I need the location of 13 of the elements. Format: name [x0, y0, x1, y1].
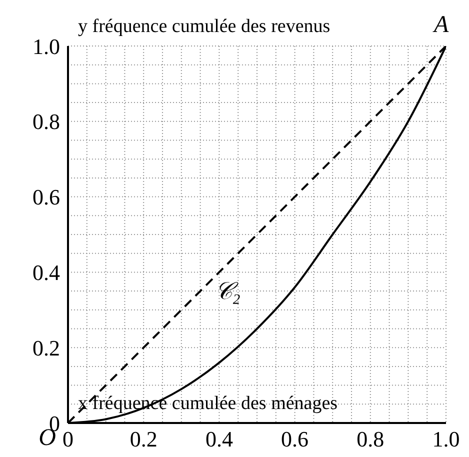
y-tick-label: 0.6 [32, 184, 60, 210]
y-tick-label: 0.2 [32, 335, 60, 360]
y-tick-label: 0.4 [32, 260, 60, 286]
x-tick-label: 0.6 [281, 426, 309, 452]
y-tick-label: 1.0 [32, 34, 60, 59]
annotation: A [434, 12, 449, 39]
x-tick-label: 0.2 [130, 426, 158, 452]
y-tick-label: 0.8 [32, 109, 60, 134]
x-tick-label: 0.4 [205, 426, 233, 452]
annotation: 𝒞₂ [215, 278, 240, 306]
y-axis-title: y fréquence cumulée des revenus [78, 16, 330, 38]
x-tick-label: 1.0 [432, 426, 460, 452]
x-tick-label: 0.8 [356, 426, 384, 452]
